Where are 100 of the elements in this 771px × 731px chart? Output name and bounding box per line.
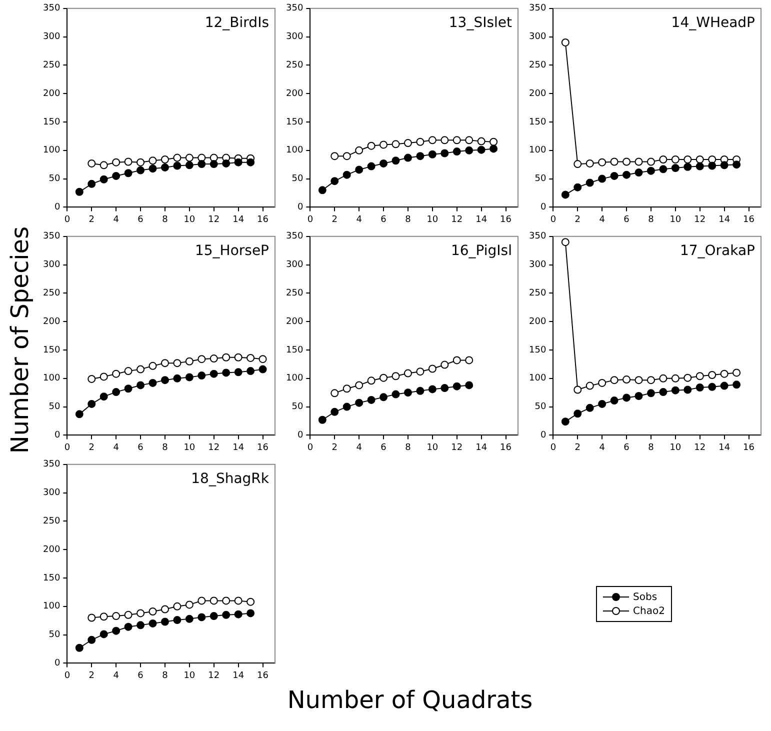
x-tick-label: 16	[257, 214, 269, 225]
x-tick-label: 0	[550, 442, 556, 453]
point	[185, 154, 194, 162]
x-tick-label: 14	[232, 214, 244, 225]
point	[173, 602, 182, 610]
point	[646, 158, 655, 166]
point	[112, 370, 120, 378]
point	[634, 392, 643, 400]
y-tick-label: 50	[48, 174, 60, 184]
y-tick-label: 150	[42, 117, 60, 128]
point	[173, 616, 182, 624]
point	[404, 139, 412, 148]
point	[598, 174, 606, 183]
point	[732, 380, 741, 389]
y-tick-label: 100	[286, 374, 304, 384]
point	[696, 162, 704, 170]
y-tick-label: 250	[528, 60, 546, 71]
y-tick-label: 50	[534, 402, 546, 412]
x-tick-label: 2	[88, 214, 94, 225]
point	[234, 158, 242, 166]
point	[367, 376, 376, 385]
point	[330, 389, 339, 398]
text: 17_OrakaP	[680, 243, 755, 260]
x-tick-label: 14	[476, 442, 488, 453]
point	[160, 163, 169, 172]
point	[222, 159, 230, 168]
y-tick-label: 200	[286, 88, 304, 99]
x-tick-label: 12	[208, 670, 220, 681]
point	[634, 376, 643, 384]
point	[392, 390, 400, 398]
y-tick-label: 50	[292, 174, 304, 184]
text: 12_BirdIs	[204, 15, 269, 32]
point	[428, 364, 436, 373]
x-tick-label: 14	[476, 214, 488, 225]
point	[136, 381, 145, 390]
y-tick-label: 200	[42, 316, 60, 327]
point	[574, 386, 582, 394]
y-tick-label: 350	[286, 4, 304, 14]
legend-label: Sobs	[633, 592, 658, 602]
y-tick-label: 150	[42, 345, 60, 356]
point	[646, 166, 655, 175]
point	[720, 382, 728, 390]
point	[574, 160, 582, 168]
point	[318, 186, 326, 194]
x-tick-label: 16	[257, 442, 269, 453]
point	[160, 155, 169, 164]
point	[210, 354, 218, 363]
point	[732, 160, 741, 169]
point	[124, 169, 132, 178]
x-tick-label: 4	[599, 214, 606, 225]
point	[367, 162, 376, 170]
point	[160, 618, 169, 626]
point	[100, 630, 108, 638]
y-tick-label: 300	[528, 32, 546, 42]
x-tick-label: 14	[232, 670, 244, 681]
x-tick-label: 8	[648, 442, 654, 453]
point	[210, 160, 218, 168]
point	[452, 148, 461, 156]
y-tick-label: 100	[528, 374, 546, 384]
y-tick-label: 0	[540, 202, 546, 213]
point	[586, 382, 594, 390]
y-tick-label: 100	[42, 146, 60, 156]
point	[598, 400, 606, 408]
point	[490, 144, 498, 153]
point	[465, 146, 474, 154]
point	[112, 158, 120, 166]
point	[659, 374, 668, 382]
x-tick-label: 6	[380, 442, 387, 453]
point	[246, 158, 255, 166]
point	[574, 410, 582, 418]
x-tick-label: 10	[426, 442, 438, 453]
point	[586, 159, 594, 168]
x-tick-label: 2	[574, 214, 580, 225]
point	[234, 368, 242, 376]
point	[610, 376, 618, 384]
x-tick-label: 6	[138, 442, 144, 453]
point	[100, 161, 108, 170]
y-tick-label: 0	[297, 202, 304, 213]
x-tick-label: 2	[332, 442, 338, 453]
point	[100, 612, 108, 621]
point	[355, 381, 364, 390]
point	[720, 161, 728, 170]
x-tick-label: 8	[162, 670, 168, 681]
y-tick-label: 150	[286, 117, 304, 128]
point	[684, 155, 692, 164]
point	[561, 238, 570, 246]
y-tick-label: 250	[42, 60, 60, 71]
x-tick-label: 10	[184, 442, 196, 453]
y-tick-label: 300	[42, 488, 60, 498]
x-tick-label: 8	[405, 442, 412, 453]
y-tick-label: 200	[528, 316, 546, 327]
x-tick-label: 10	[426, 214, 438, 225]
point	[452, 136, 461, 144]
point	[318, 416, 326, 424]
point	[75, 410, 84, 418]
point	[696, 372, 704, 380]
y-tick-label: 350	[528, 4, 546, 14]
point	[124, 367, 132, 376]
point	[671, 164, 680, 172]
point	[88, 400, 96, 408]
